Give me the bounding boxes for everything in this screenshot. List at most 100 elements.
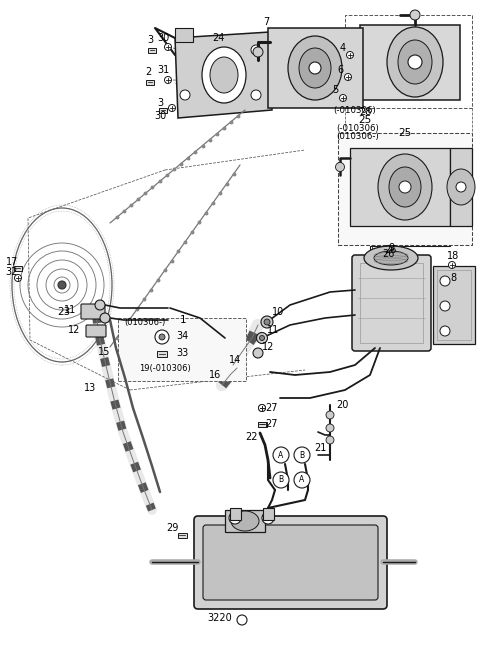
Text: 24: 24 [212, 33, 224, 43]
Text: 25: 25 [359, 115, 372, 125]
Circle shape [251, 90, 261, 100]
Bar [146, 79, 154, 85]
Circle shape [345, 74, 351, 81]
Bar [263, 508, 274, 520]
Ellipse shape [398, 40, 432, 84]
Circle shape [259, 405, 265, 411]
Bar [350, 148, 450, 226]
Bar [118, 318, 246, 381]
Text: A: A [300, 476, 305, 484]
Bar [258, 422, 266, 426]
Ellipse shape [389, 167, 421, 207]
Circle shape [253, 47, 263, 57]
FancyBboxPatch shape [352, 255, 431, 351]
Polygon shape [175, 32, 272, 118]
Text: 26: 26 [384, 245, 396, 255]
Text: 22: 22 [246, 432, 258, 442]
Text: 3220: 3220 [208, 613, 232, 623]
Text: 4: 4 [340, 43, 346, 53]
Circle shape [326, 411, 334, 419]
Bar [225, 510, 265, 532]
Circle shape [165, 43, 171, 51]
FancyBboxPatch shape [203, 525, 378, 600]
Text: 6: 6 [337, 65, 343, 75]
Bar [450, 148, 472, 226]
Circle shape [100, 313, 110, 323]
Text: 18: 18 [447, 251, 459, 261]
Bar [178, 533, 187, 537]
Text: 28: 28 [359, 107, 371, 117]
Text: 21: 21 [314, 443, 326, 453]
Text: (-010306): (-010306) [334, 106, 376, 114]
Ellipse shape [378, 154, 432, 220]
Circle shape [14, 275, 22, 281]
Text: 2: 2 [145, 67, 151, 77]
Text: 30: 30 [157, 33, 169, 43]
Text: 12: 12 [262, 342, 274, 352]
Ellipse shape [210, 57, 238, 93]
Text: 19(-010306): 19(-010306) [139, 363, 191, 373]
Circle shape [159, 334, 165, 340]
Text: 25: 25 [398, 128, 412, 138]
FancyBboxPatch shape [86, 325, 106, 337]
Circle shape [347, 51, 353, 58]
Text: 27: 27 [266, 419, 278, 429]
Text: 11: 11 [64, 305, 76, 315]
Circle shape [408, 55, 422, 69]
Circle shape [264, 319, 270, 325]
FancyBboxPatch shape [194, 516, 387, 609]
Circle shape [253, 348, 263, 358]
Bar [433, 266, 475, 344]
Text: 3: 3 [147, 35, 153, 45]
Text: 30: 30 [154, 111, 166, 121]
Ellipse shape [231, 511, 259, 531]
Bar [345, 15, 472, 108]
Text: 13: 13 [84, 383, 96, 393]
Circle shape [448, 261, 456, 269]
Ellipse shape [374, 251, 408, 265]
Text: 16: 16 [209, 370, 221, 380]
Circle shape [251, 45, 261, 55]
Text: (-010306): (-010306) [336, 124, 379, 133]
Text: 15: 15 [98, 347, 110, 357]
Circle shape [273, 447, 289, 463]
Bar [14, 265, 22, 271]
Circle shape [261, 316, 273, 328]
Text: B: B [278, 476, 284, 484]
Circle shape [456, 182, 466, 192]
Text: 3: 3 [157, 98, 163, 108]
Circle shape [336, 162, 345, 171]
Circle shape [256, 332, 267, 344]
Text: 8: 8 [450, 273, 456, 283]
Text: 11: 11 [267, 325, 279, 335]
Text: 23: 23 [58, 307, 71, 317]
Text: (010306-): (010306-) [124, 317, 166, 327]
Circle shape [309, 62, 321, 74]
Bar [360, 263, 423, 343]
Text: 32: 32 [6, 267, 18, 277]
Text: B: B [300, 451, 305, 459]
Bar [268, 28, 363, 108]
Text: 9: 9 [388, 243, 394, 253]
Circle shape [155, 330, 169, 344]
Bar [437, 270, 471, 340]
Text: 34: 34 [176, 331, 188, 341]
Circle shape [410, 10, 420, 20]
Bar [338, 133, 472, 245]
Bar [175, 28, 193, 42]
Text: 5: 5 [332, 85, 338, 95]
Text: 31: 31 [157, 65, 169, 75]
FancyBboxPatch shape [81, 304, 105, 319]
Circle shape [260, 336, 264, 340]
Ellipse shape [364, 246, 418, 270]
Bar [148, 47, 156, 53]
Circle shape [273, 472, 289, 488]
Ellipse shape [299, 48, 331, 88]
Circle shape [399, 181, 411, 193]
Circle shape [229, 512, 241, 524]
Circle shape [339, 95, 347, 101]
Text: 20: 20 [336, 400, 348, 410]
Text: 27: 27 [266, 403, 278, 413]
Circle shape [440, 326, 450, 336]
Ellipse shape [202, 47, 246, 103]
